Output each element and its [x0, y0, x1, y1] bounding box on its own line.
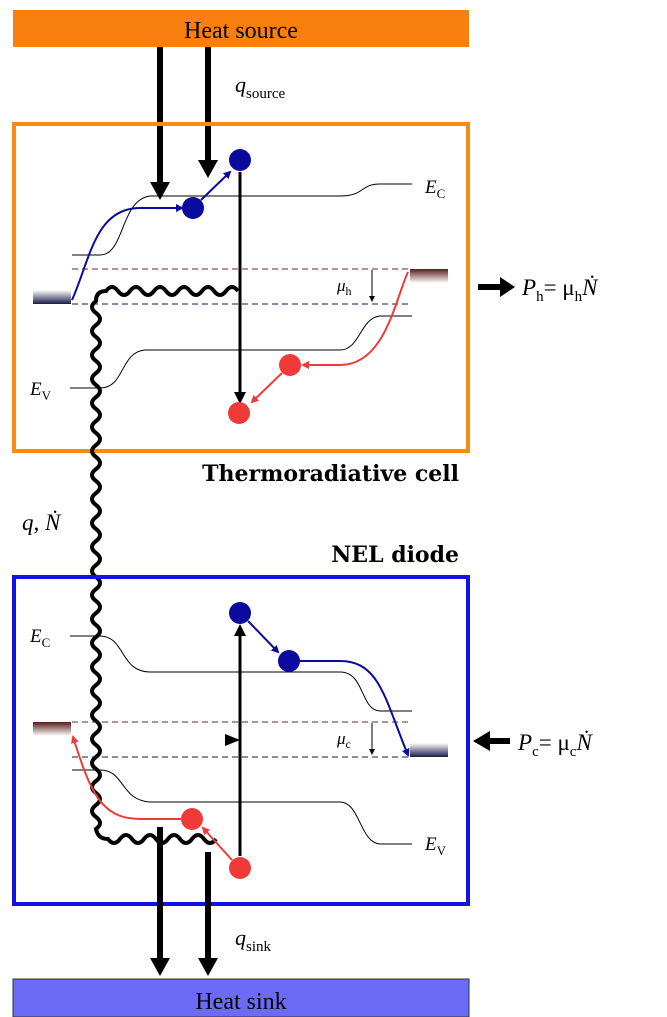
q-sink-arrows [150, 827, 218, 976]
heat-sink-label: Heat sink [195, 989, 286, 1015]
tr-electron-1 [182, 197, 204, 219]
ev-top-label: EV [29, 379, 52, 403]
tr-conduction-band [72, 183, 412, 256]
tr-hole-arrow [250, 372, 283, 404]
q-ndot-label: q, Ṅ [22, 510, 62, 535]
tr-electron-arrow [200, 170, 232, 201]
ec-bottom-label: EC [29, 626, 50, 650]
nel-hole-path [71, 735, 181, 820]
nel-left-contact [33, 722, 71, 736]
nel-hole-arrow [201, 826, 233, 861]
q-source-arrows [150, 47, 218, 200]
nel-electron-2 [278, 650, 300, 672]
ec-top-label: EC [424, 177, 445, 201]
tr-valence-band [70, 315, 412, 389]
mu-c-label: μc [336, 729, 351, 751]
nel-diode-label: NEL diode [331, 542, 459, 568]
nel-hole-2 [181, 808, 203, 830]
nel-electron-path [300, 660, 410, 757]
heat-source: Heat source [13, 10, 469, 47]
nel-valence-band [72, 769, 412, 845]
heat-source-label: Heat source [184, 18, 298, 44]
tr-hole-1 [279, 354, 301, 376]
tr-electron-path [71, 204, 184, 301]
thermoradiative-cell-label: Thermoradiative cell [202, 461, 459, 487]
tr-left-contact [33, 290, 71, 304]
photon-wavy-line [90, 285, 240, 845]
ev-bottom-label: EV [424, 834, 447, 858]
tr-hole-2 [228, 402, 250, 424]
heat-sink-bar [12, 978, 470, 1017]
tr-right-contact [410, 269, 448, 283]
nel-diode-box [12, 575, 470, 906]
tr-electron-2 [229, 149, 251, 171]
p-c-label: Pc= μcṄ [517, 730, 593, 760]
heat-source-bar [13, 10, 469, 47]
heat-sink: Heat sink [12, 978, 470, 1017]
thermoradiative-cell-box [12, 122, 470, 453]
q-sink-label: qsink [235, 925, 272, 955]
q-source-label: qsource [235, 72, 285, 102]
nel-electron-1 [229, 602, 251, 624]
p-h-label: Ph= μhṄ [521, 275, 599, 305]
tr-hole-path [301, 271, 409, 369]
nel-conduction-band [70, 635, 412, 712]
nel-electron-arrow [247, 620, 280, 654]
nel-hole-1 [229, 857, 251, 879]
nel-right-contact [410, 743, 448, 757]
mu-h-label: μh [336, 276, 352, 298]
